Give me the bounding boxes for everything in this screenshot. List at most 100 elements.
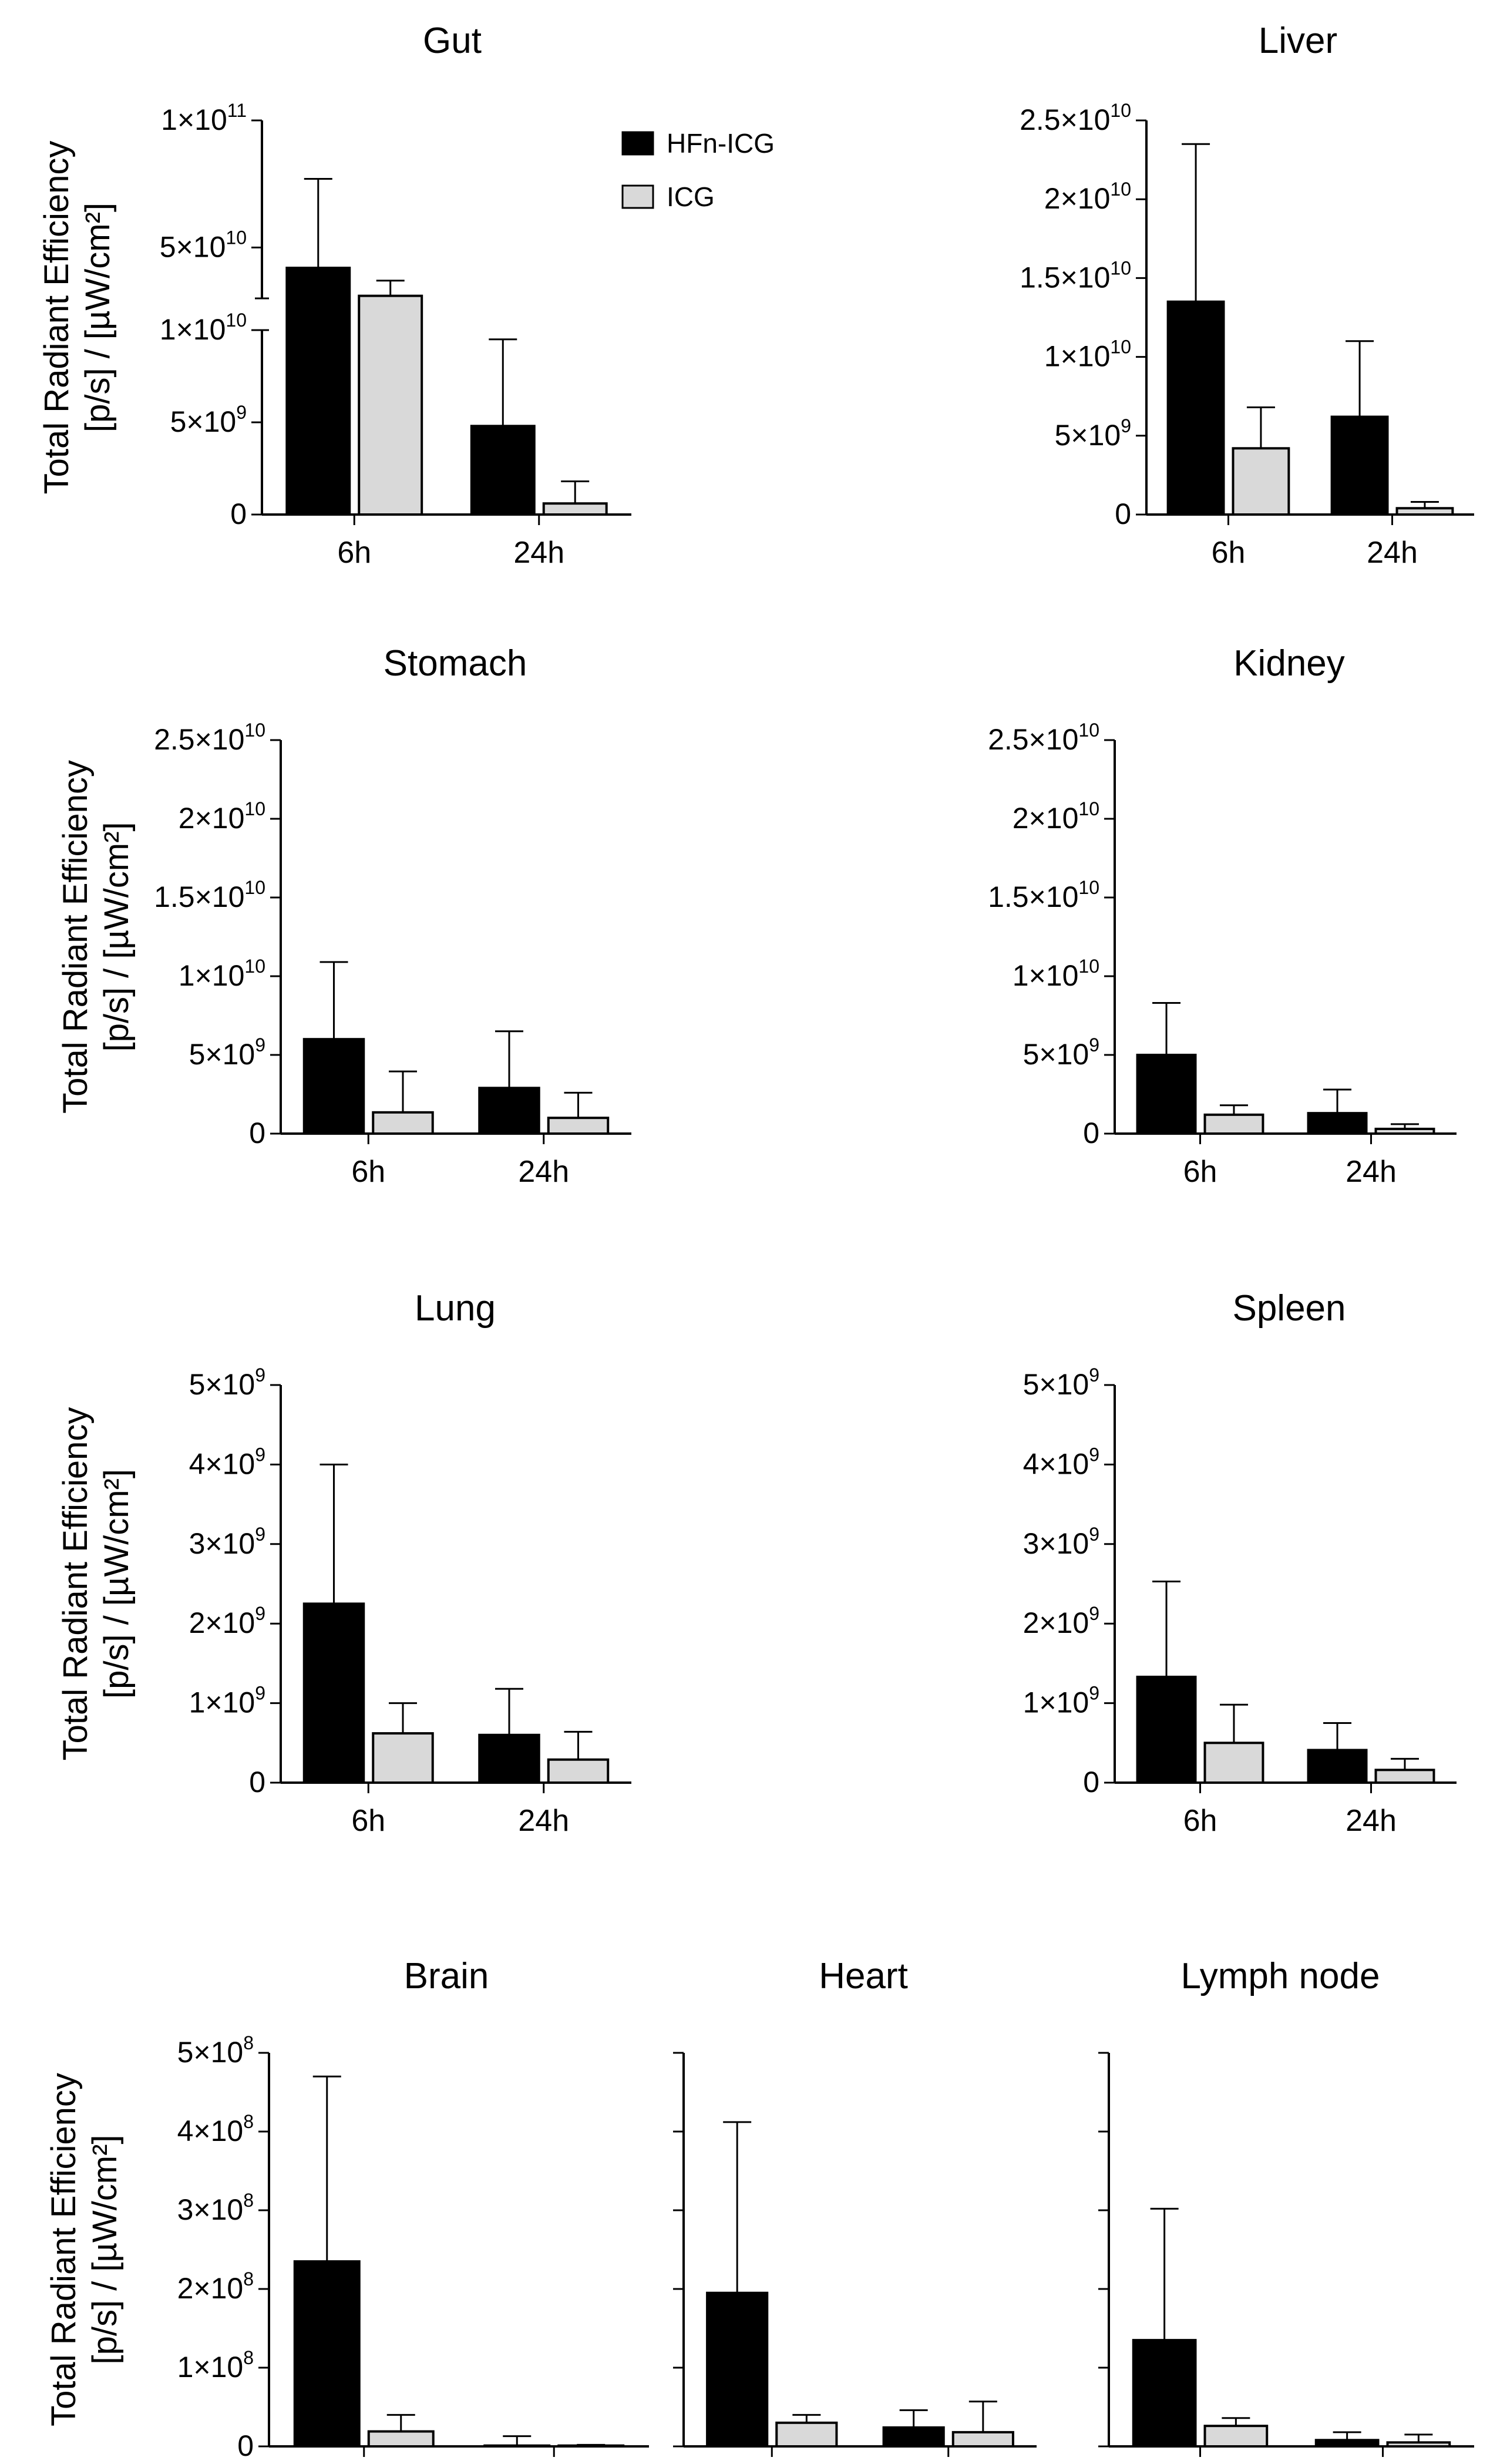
bar-hfn-icg-6h	[285, 267, 351, 516]
y-axis-label-line: [p/s] / [µW/cm²]	[86, 2134, 124, 2364]
y-tick-label: 3×109	[1023, 1524, 1099, 1560]
y-tick-label-mantissa: 5×10	[1055, 419, 1121, 452]
y-tick-label-exponent: 8	[243, 2268, 254, 2290]
y-tick-label: 1×1010	[179, 956, 265, 992]
chart-title: Lung	[415, 1288, 496, 1329]
y-tick-label-mantissa: 1×10	[177, 2351, 244, 2384]
y-tick-label-exponent: 10	[1078, 877, 1099, 898]
y-tick-label: 2×109	[189, 1603, 265, 1639]
y-tick-label-mantissa: 5×10	[1023, 1038, 1089, 1071]
panel-lymph-node: Lymph node6h24h	[1098, 1956, 1474, 2457]
y-tick-label-mantissa: 2×10	[179, 802, 245, 835]
y-tick-label-mantissa: 3×10	[189, 1527, 255, 1560]
bar-hfn-icg-24h	[1314, 2439, 1380, 2448]
legend: HFn-ICG ICG	[621, 128, 775, 212]
y-tick-label-exponent: 9	[1089, 1603, 1099, 1624]
y-tick-label-mantissa: 0	[249, 1766, 265, 1799]
bar-hfn-icg-6h	[706, 2291, 769, 2448]
y-tick-label-exponent: 9	[255, 1683, 265, 1704]
y-tick-label-exponent: 9	[255, 1034, 265, 1055]
bar-hfn-icg-24h	[478, 1733, 540, 1784]
y-tick-label: 0	[1115, 497, 1131, 530]
y-tick-label: 2.5×1010	[988, 720, 1099, 756]
chart-title: Spleen	[1232, 1288, 1346, 1329]
bar-icg-6h	[1232, 447, 1290, 516]
y-axis-label: Total Radiant Efficiency[p/s] / [µW/cm²]	[56, 760, 136, 1114]
y-tick-label-exponent: 10	[244, 798, 265, 819]
panel-kidney: Kidney05×1091×10101.5×10102×10102.5×1010…	[988, 643, 1457, 1189]
y-tick-label-exponent: 9	[255, 1444, 265, 1465]
y-tick-label-exponent: 9	[1089, 1524, 1099, 1545]
y-tick-label-exponent: 9	[255, 1603, 265, 1624]
chart-title: Kidney	[1233, 643, 1345, 684]
y-axis-label-line: [p/s] / [µW/cm²]	[79, 203, 117, 432]
chart-title: Liver	[1259, 21, 1337, 61]
chart-title: Brain	[404, 1956, 489, 1996]
y-tick-label-mantissa: 0	[230, 497, 247, 530]
y-tick-label: 5×1010	[160, 227, 247, 263]
y-tick-label-mantissa: 0	[237, 2429, 254, 2462]
y-tick-label: 0	[1083, 1766, 1099, 1799]
y-tick-label-mantissa: 0	[1083, 1766, 1099, 1799]
y-tick-label: 1×108	[177, 2347, 254, 2384]
bar-hfn-icg-6h	[1136, 1054, 1197, 1135]
y-tick-label: 5×109	[1023, 1364, 1099, 1401]
y-tick-label-exponent: 9	[255, 1364, 265, 1386]
y-tick-label-mantissa: 0	[1083, 1117, 1099, 1149]
y-tick-label-exponent: 9	[1089, 1034, 1099, 1055]
y-tick-label-mantissa: 5×10	[189, 1038, 255, 1071]
y-tick-label-mantissa: 3×10	[1023, 1527, 1089, 1560]
y-tick-label-mantissa: 2×10	[1013, 802, 1079, 835]
y-tick-label: 3×108	[177, 2190, 254, 2226]
y-tick-label-exponent: 10	[244, 956, 265, 977]
y-tick-label-mantissa: 2.5×10	[154, 723, 244, 756]
bar-hfn-icg-24h	[1307, 1749, 1368, 1784]
bar-icg-24h	[547, 1117, 610, 1135]
bar-hfn-icg-24h	[1307, 1112, 1368, 1135]
y-tick-label: 5×109	[1055, 415, 1131, 452]
y-tick-label-exponent: 9	[255, 1524, 265, 1545]
y-tick-label-exponent: 9	[1121, 415, 1131, 436]
bar-hfn-icg-24h	[478, 1087, 540, 1135]
x-tick-label: 6h	[1183, 1804, 1217, 1838]
bar-hfn-icg-24h	[882, 2426, 945, 2448]
y-tick-label: 5×109	[189, 1034, 265, 1071]
x-tick-label: 6h	[351, 1155, 385, 1189]
y-axis-label: Total Radiant Efficiency[p/s] / [µW/cm²]	[45, 2073, 124, 2426]
bar-icg-6h	[372, 1732, 434, 1784]
chart-title: Lymph node	[1181, 1956, 1380, 1996]
y-tick-label-mantissa: 5×10	[1023, 1368, 1089, 1401]
y-tick-label-exponent: 8	[243, 2190, 254, 2211]
y-tick-label-mantissa: 5×10	[170, 405, 237, 438]
bar-hfn-icg-6h	[302, 1038, 365, 1135]
bar-icg-6h	[367, 2430, 435, 2448]
y-tick-label: 1.5×1010	[1020, 257, 1131, 294]
bar-icg-6h	[775, 2421, 838, 2448]
y-tick-label: 1×1011	[161, 100, 247, 136]
panel-gut: Gut Total Radiant Efficiency[p/s] / [µW/c…	[38, 21, 631, 570]
y-tick-label: 1×109	[1023, 1683, 1099, 1719]
y-tick-label-exponent: 8	[243, 2347, 254, 2368]
y-tick-label-exponent: 10	[1110, 337, 1131, 358]
x-tick-label: 6h	[1183, 1155, 1217, 1189]
y-axis-label-line: Total Radiant Efficiency	[45, 2073, 83, 2426]
y-tick-label-exponent: 9	[1089, 1444, 1099, 1465]
y-tick-label-mantissa: 1.5×10	[988, 880, 1078, 913]
y-tick-label: 2.5×1010	[1020, 100, 1131, 136]
y-tick-label: 2×1010	[1013, 798, 1099, 835]
y-tick-label-exponent: 10	[1078, 798, 1099, 819]
bar-hfn-icg-6h	[302, 1602, 365, 1784]
bar-hfn-icg-24h	[1330, 415, 1389, 516]
bar-icg-6h	[358, 294, 423, 516]
y-tick-label-exponent: 9	[1089, 1364, 1099, 1386]
panel-liver: Liver05×1091×10101.5×10102×10102.5×10106…	[1020, 21, 1474, 570]
y-tick-label-exponent: 10	[226, 227, 247, 248]
panel-brain: Brain Total Radiant Efficiency[p/s] / [µW…	[45, 1956, 649, 2462]
y-tick-label: 1×1010	[1044, 337, 1131, 373]
y-tick-label-mantissa: 1×10	[1044, 340, 1111, 373]
y-tick-label-mantissa: 1×10	[161, 103, 227, 136]
y-tick-label: 1×1010	[1013, 956, 1099, 992]
y-tick-label-exponent: 10	[1078, 720, 1099, 741]
bar-hfn-icg-6h	[1132, 2339, 1197, 2448]
y-tick-label-mantissa: 5×10	[189, 1368, 255, 1401]
